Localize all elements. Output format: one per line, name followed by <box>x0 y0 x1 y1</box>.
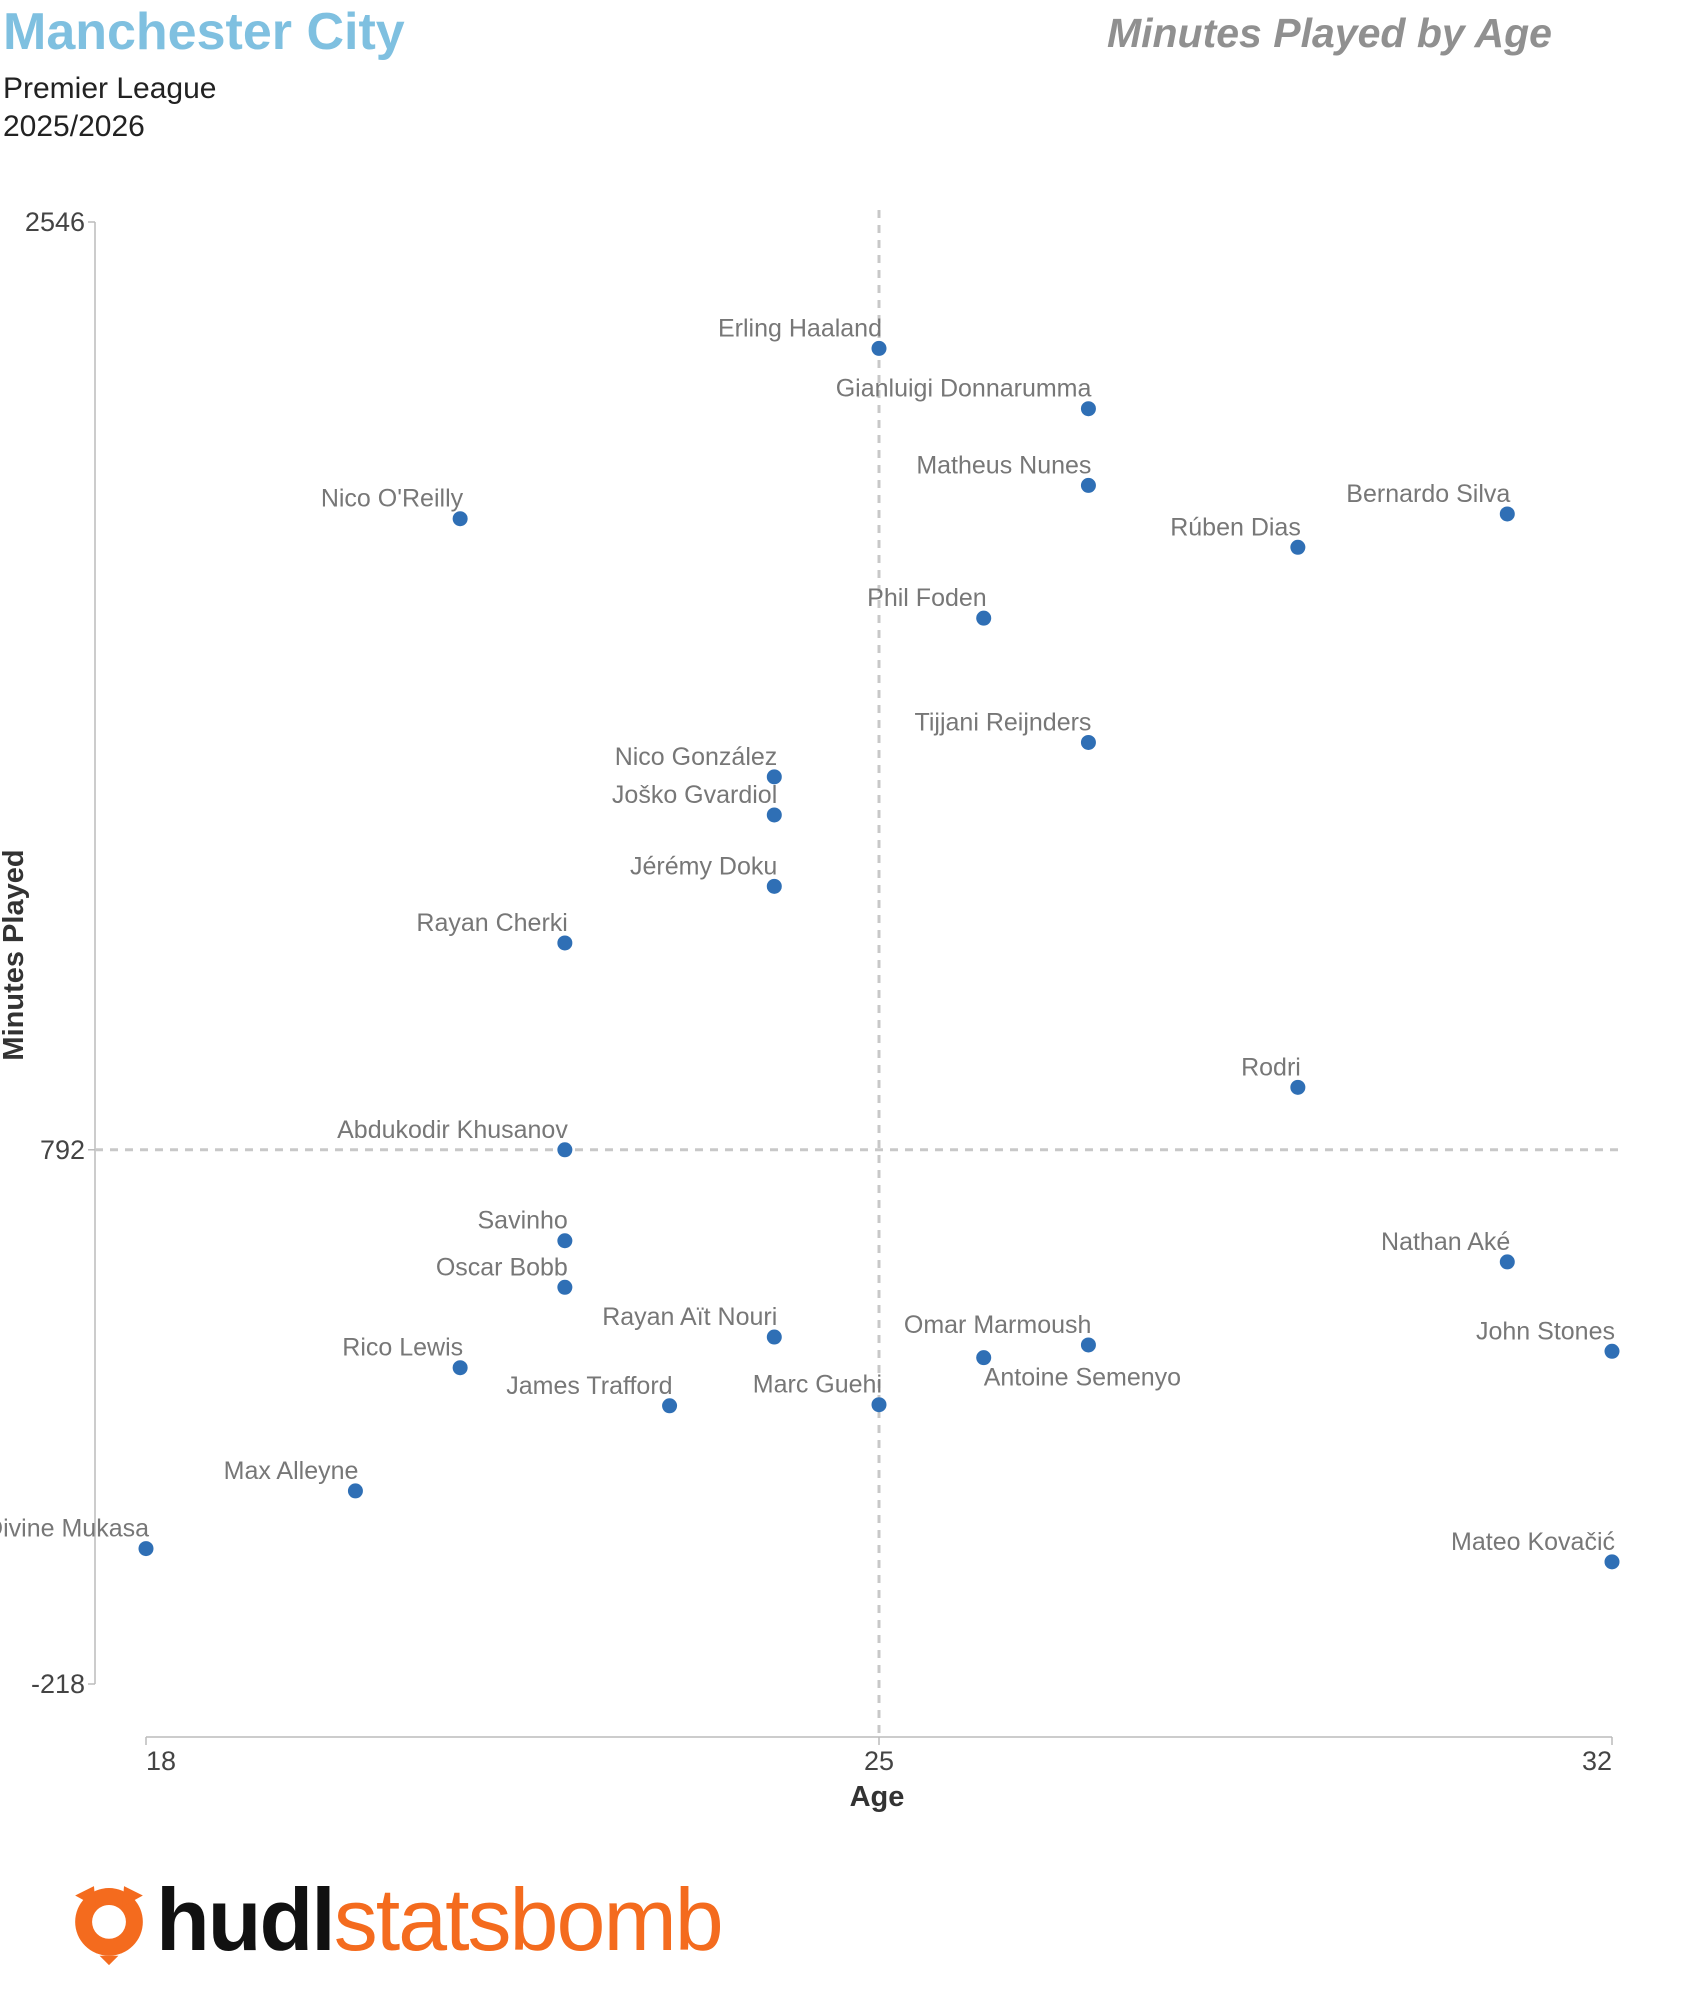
y-tick-label: 2546 <box>25 207 85 237</box>
data-point <box>1604 1554 1620 1570</box>
point-label: Erling Haaland <box>718 314 882 342</box>
point-label: Nico González <box>615 743 778 771</box>
point-label: Joško Gvardiol <box>612 781 777 809</box>
team-title: Manchester City <box>3 3 405 61</box>
data-point <box>1604 1343 1620 1359</box>
point-label: Nico O'Reilly <box>321 485 464 513</box>
scatter-chart: 2546 792 -218 18 25 32 Erling Haaland Gianluig… <box>0 207 1620 1813</box>
chart-title: Minutes Played by Age <box>1106 10 1552 56</box>
data-point <box>452 511 468 527</box>
season-label: 2025/2026 <box>3 110 145 143</box>
point-label: Rúben Dias <box>1170 513 1301 541</box>
data-point <box>557 1233 573 1249</box>
point-label: Tijjani Reijnders <box>915 708 1092 736</box>
point-label: Omar Marmoush <box>904 1311 1092 1339</box>
data-point <box>1080 401 1096 417</box>
data-point <box>766 878 782 894</box>
data-point <box>557 935 573 951</box>
data-point <box>1499 1254 1515 1270</box>
point-label: Phil Foden <box>867 584 987 612</box>
y-tick-label: 792 <box>40 1135 85 1165</box>
data-point <box>662 1398 678 1414</box>
point-label: Rayan Cherki <box>416 909 567 937</box>
x-tick-label: 25 <box>864 1746 894 1776</box>
data-point <box>1080 477 1096 493</box>
data-point <box>766 769 782 785</box>
point-label: Jérémy Doku <box>630 852 777 880</box>
x-tick-label: 18 <box>146 1746 176 1776</box>
data-point <box>1080 734 1096 750</box>
data-point <box>557 1279 573 1295</box>
y-axis-title: Minutes Played <box>0 849 30 1060</box>
point-label: Max Alleyne <box>224 1457 359 1485</box>
point-label: Antoine Semenyo <box>984 1364 1181 1392</box>
logo-text-hudl: hudl <box>156 1870 336 1969</box>
x-tick-label: 32 <box>1582 1746 1612 1776</box>
point-label: Rodri <box>1241 1053 1301 1081</box>
hudl-statsbomb-logo: hudlstatsbomb <box>62 1870 724 1970</box>
x-axis-title: Age <box>850 1781 905 1813</box>
point-label: Abdukodir Khusanov <box>337 1116 568 1144</box>
data-point <box>1290 1079 1306 1095</box>
point-label: Savinho <box>477 1207 567 1235</box>
data-point <box>976 1350 992 1366</box>
data-point <box>1290 539 1306 555</box>
point-label: Marc Guehi <box>753 1371 882 1399</box>
data-point <box>452 1360 468 1376</box>
data-point <box>766 1329 782 1345</box>
point-label: Nathan Aké <box>1381 1228 1510 1256</box>
point-label: James Trafford <box>506 1372 672 1400</box>
hudl-statsbomb-logo-icon <box>75 1886 143 1966</box>
point-label: Mateo Kovačić <box>1451 1528 1615 1556</box>
data-point <box>766 807 782 823</box>
point-label: Oscar Bobb <box>436 1253 568 1281</box>
point-label: Rico Lewis <box>342 1334 463 1362</box>
point-label: Matheus Nunes <box>916 451 1091 479</box>
point-label: Divine Mukasa <box>0 1515 149 1543</box>
data-point <box>138 1541 154 1557</box>
y-tick-label: -218 <box>31 1669 85 1699</box>
point-label: Rayan Aït Nouri <box>602 1303 777 1331</box>
data-point <box>1080 1337 1096 1353</box>
data-point <box>871 340 887 356</box>
point-label: John Stones <box>1476 1317 1615 1345</box>
logo-text-statsbomb: statsbomb <box>333 1870 724 1969</box>
data-point <box>557 1142 573 1158</box>
data-point <box>347 1483 363 1499</box>
point-label: Gianluigi Donnarumma <box>836 375 1092 403</box>
point-label: Bernardo Silva <box>1346 480 1510 508</box>
data-point <box>1499 506 1515 522</box>
competition-label: Premier League <box>3 72 217 105</box>
data-point <box>976 610 992 626</box>
data-point <box>871 1397 887 1413</box>
